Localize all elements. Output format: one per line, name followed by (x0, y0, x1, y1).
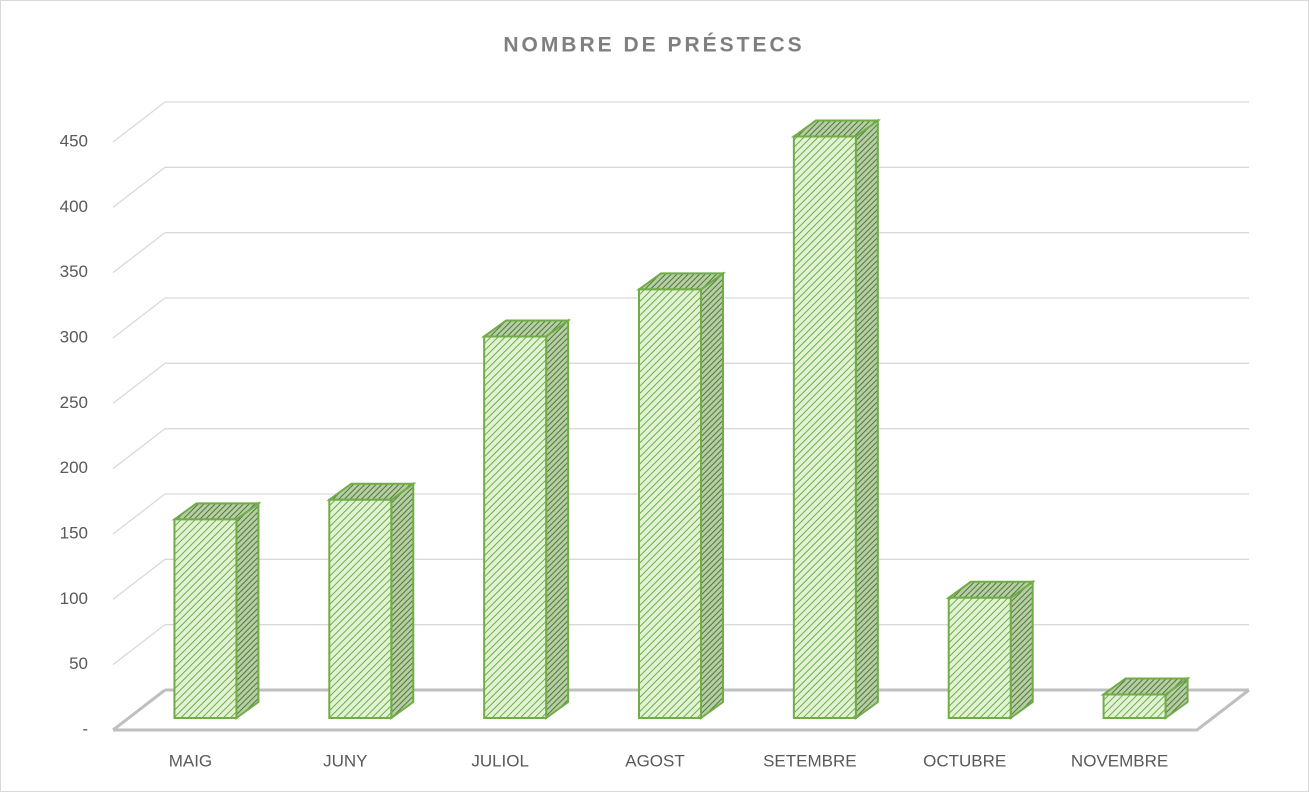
x-tick-label: AGOST (625, 751, 685, 770)
x-tick-label: JUNY (323, 751, 367, 770)
bar-front (1102, 693, 1167, 719)
bar-front (947, 596, 1012, 719)
x-tick-label: OCTUBRE (923, 751, 1006, 770)
y-tick-label: - (82, 719, 88, 738)
bar (326, 481, 417, 720)
grid-line (112, 428, 166, 470)
y-tick-label: 100 (60, 589, 88, 608)
grid-line (112, 558, 166, 600)
bar (945, 579, 1036, 720)
bar-side (235, 501, 260, 720)
grid-line (112, 101, 166, 143)
bar (1100, 676, 1191, 720)
grid-line (112, 297, 166, 339)
floor-edge (113, 688, 1250, 732)
grid-line (112, 232, 166, 274)
bar-side (700, 271, 724, 720)
bar-side (390, 481, 415, 720)
bar-front (792, 135, 857, 719)
grid-line (112, 166, 166, 208)
bar-front (638, 288, 702, 719)
bar (481, 318, 572, 720)
y-tick-label: 200 (60, 458, 88, 477)
x-tick-label: MAIG (169, 751, 212, 770)
x-tick-label: SETEMBRE (763, 751, 857, 770)
x-tick-label: NOVEMBRE (1071, 751, 1168, 770)
grid-line (112, 493, 166, 535)
bar-front (328, 498, 393, 719)
bar-side (545, 318, 570, 720)
grid-line (112, 362, 166, 404)
grid-line (112, 624, 166, 666)
bar (790, 118, 881, 720)
x-tick-label: JULIOL (471, 751, 529, 770)
bar (635, 271, 727, 720)
bar-front (483, 335, 548, 719)
bar-side (854, 118, 879, 720)
y-tick-label: 350 (60, 262, 88, 281)
y-tick-label: 250 (60, 393, 88, 412)
bar-front (173, 518, 238, 719)
y-tick-label: 400 (60, 197, 88, 216)
chart-title: NOMBRE DE PRÉSTECS (503, 34, 804, 57)
y-tick-label: 150 (60, 523, 88, 542)
bar-side (1009, 579, 1034, 720)
y-tick-label: 450 (60, 131, 88, 150)
bar (171, 501, 262, 720)
y-tick-label: 50 (69, 654, 88, 673)
grid-line (112, 688, 166, 732)
y-tick-label: 300 (60, 327, 88, 346)
